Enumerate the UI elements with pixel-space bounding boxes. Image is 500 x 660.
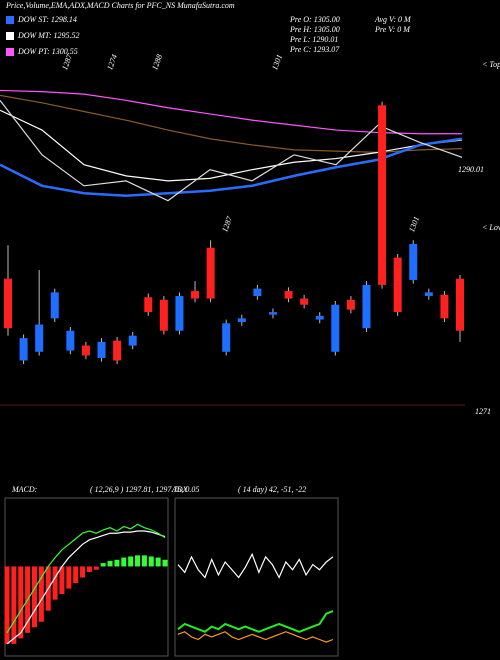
candle-body [424,292,433,297]
info-text: Pre O: 1305.00 [289,15,340,24]
panel-params: ( 14 day) 42, -51, -22 [238,485,306,494]
candle-body [159,299,168,331]
line-series [177,631,334,643]
candle-body [409,244,418,280]
candle-body [206,247,215,299]
line-series [0,89,462,135]
legend-swatch [6,16,14,24]
candle-body [191,291,200,299]
histogram-bar [148,556,154,567]
histogram-bar [4,566,10,644]
panel-label: ADX [171,485,189,494]
histogram-bar [135,555,141,567]
histogram-bar [31,566,37,628]
candle-body [362,284,371,329]
histogram-bar [141,555,147,567]
histogram-bar [73,566,79,584]
histogram-bar [128,556,134,567]
candle-body [331,304,340,352]
line-series [0,109,463,182]
candle-body [237,318,246,323]
candle-body [346,299,355,310]
histogram-bar [86,566,92,572]
line-series [0,94,463,153]
line-series [0,137,463,197]
candle-body [113,340,122,361]
histogram-bar [114,559,120,567]
candle-body [456,278,464,331]
annotation: 1301 [270,53,284,71]
histogram-bar [107,560,113,567]
right-label: 1271 [475,407,491,416]
candle-body [440,294,449,319]
line-series [177,552,334,579]
histogram-bar [11,566,17,644]
annotation: 1274 [105,53,119,71]
line-series [6,523,166,634]
candle-body [19,338,28,361]
histogram-bar [155,557,161,567]
histogram-bar [18,566,24,639]
annotation: 1287 [220,214,234,233]
info-text: Pre C: 1293.07 [289,45,340,54]
candle-body [97,341,106,358]
legend-entry: DOW MT: 1295.52 [17,31,80,40]
candle-body [35,324,44,352]
candle-body [128,335,137,346]
legend-entry: DOW ST: 1298.14 [17,15,77,24]
candle-body [66,330,75,351]
candle-body [393,257,402,313]
info-text: Pre V: 0 M [374,25,411,34]
legend-swatch [6,32,14,40]
chart-title: Price,Volume,EMA,ADX,MACD Charts for PFC… [5,1,235,10]
histogram-bar [100,563,106,567]
adx-frame [174,497,339,657]
line-series [0,99,463,202]
candle-body [268,312,277,315]
histogram-bar [121,557,127,567]
info-text: Pre L: 1290.01 [289,35,338,44]
right-label: < Tops [482,60,500,69]
info-text: Pre H: 1305.00 [289,25,340,34]
candle-body [300,298,309,305]
info-text: Avg V: 0 M [374,15,412,24]
histogram-bar [38,566,44,622]
candle-body [50,292,59,319]
right-label: < Lows [482,223,500,232]
annotation: 1301 [407,215,421,233]
candle-body [81,345,90,356]
histogram-bar [52,566,58,600]
histogram-bar [59,566,65,595]
candle-body [253,288,262,297]
candle-body [4,278,12,329]
candle-body [315,315,324,320]
candle-body [175,296,184,331]
legend-swatch [6,48,14,56]
line-series [6,530,166,645]
histogram-bar [66,566,72,589]
candle-body [144,297,153,313]
legend-entry: DOW PT: 1300.55 [17,47,78,56]
line-series [177,610,334,633]
histogram-bar [80,566,86,578]
candle-body [284,291,293,299]
panel-params: ( 12,26,9 ) 1297.81, 1297.76, 0.05 [90,485,199,494]
histogram-bar [93,566,99,570]
panel-label: MACD: [11,485,38,494]
candle-body [378,105,387,285]
annotation: 1288 [150,53,164,71]
candle-body [222,323,231,352]
histogram-bar [162,559,168,567]
right-label: 1290.01 [458,165,484,174]
